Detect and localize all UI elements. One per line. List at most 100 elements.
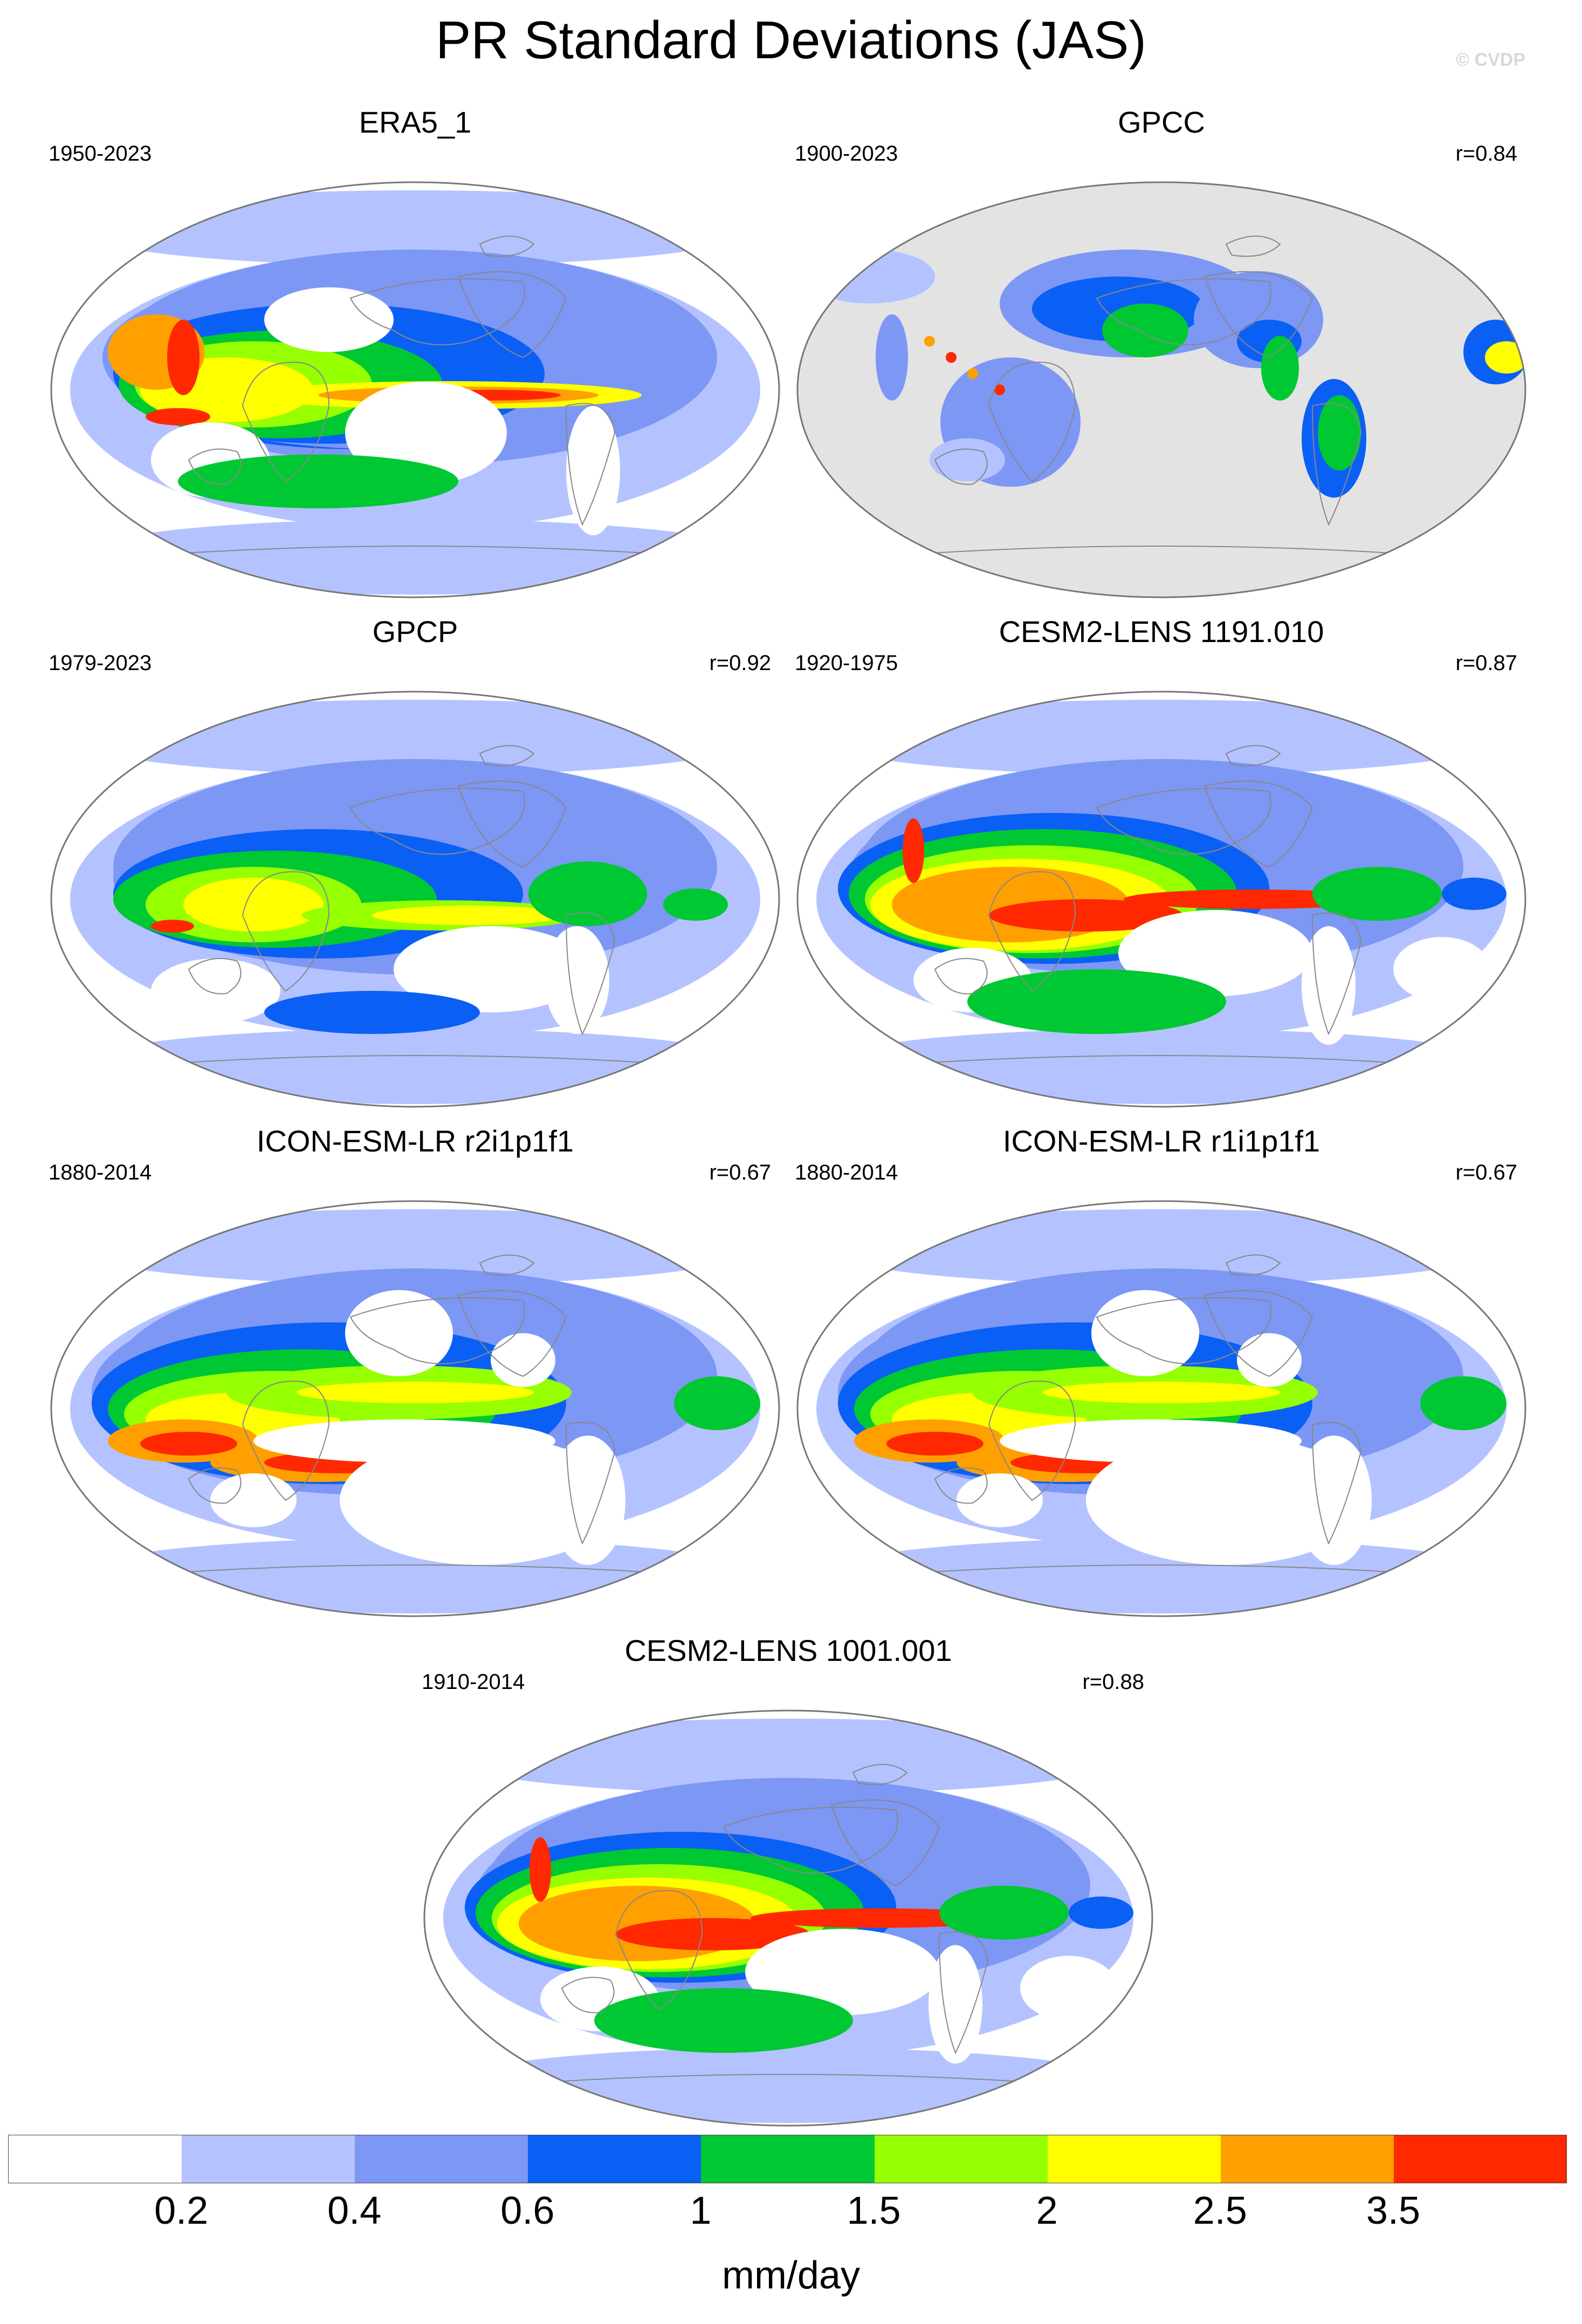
coastline [875,546,1448,557]
panel-title: GPCC [1118,105,1205,139]
precip-region [545,926,609,1034]
coastline [565,1422,616,1545]
precip-region [1086,1436,1366,1565]
precip-region [528,861,647,926]
coastline [1225,1254,1281,1276]
precip-region [1296,1436,1372,1565]
precip-hotspot [924,336,935,347]
precip-region [529,1837,551,1902]
panel-gpcp: GPCP 1979-2023 r=0.92 [49,615,782,1108]
precip-region [297,1382,534,1403]
coastline [875,1564,1448,1576]
world-map [422,1708,1155,2128]
precip-region [70,700,760,775]
coastline [1096,278,1271,346]
map-outline [796,691,1526,1108]
panel-years: 1900-2023 [795,142,898,165]
precip-region [816,1029,1507,1104]
world-map [49,689,782,1109]
panel-years: 1910-2014 [422,1670,525,1694]
coastline [188,1467,242,1504]
map-svg [796,1200,1526,1617]
coastline [1203,781,1313,868]
coastline [988,871,1076,992]
precip-region [1302,926,1356,1045]
coastline [188,958,242,995]
colorbar-swatch [181,2135,355,2183]
precip-region [1020,1956,1117,2020]
panel-era5: ERA5_1 1950-2023 [49,105,782,598]
coastline [1311,912,1362,1036]
panel-correlation: r=0.84 [1455,142,1517,165]
coastline [723,1806,898,1874]
coastline [1311,403,1362,526]
map-svg [50,181,780,598]
precip-region [1442,878,1507,910]
precip-region [1069,1897,1133,1929]
precip-region [183,878,324,932]
panel-title: GPCP [372,615,458,649]
colorbar-swatch [8,2135,182,2183]
coastline [457,781,567,868]
coastline [1203,1290,1313,1377]
precip-region [1420,1376,1507,1430]
coastline [1225,236,1281,257]
precip-region [967,969,1226,1034]
map-outline [50,181,780,598]
precip-region [886,1432,983,1456]
coastline [129,1055,701,1067]
colorbar-tick-label: 0.6 [500,2189,555,2232]
precip-region [1485,341,1525,374]
coastline [1225,745,1281,767]
colorbar-swatch [700,2135,875,2183]
map-outline [796,1200,1526,1617]
coastline [830,1799,940,1887]
precip-region [939,1886,1069,1940]
panel-title: CESM2-LENS 1191.010 [999,615,1324,649]
panel-title: ICON-ESM-LR r1i1p1f1 [1002,1124,1320,1158]
precip-region [1393,937,1490,1002]
map-svg [50,1200,780,1617]
panel-cesm2-1001: CESM2-LENS 1001.001 1910-2014 r=0.88 [422,1633,1155,2127]
precip-region [70,190,760,266]
coastline [479,745,535,767]
coastline [242,1381,330,1501]
colorbar-tick-label: 2 [1036,2189,1058,2232]
precip-region [70,519,760,595]
panel-years: 1920-1975 [795,651,898,675]
precip-region [151,958,280,1023]
precip-region [491,1333,555,1387]
precip-region [1237,1333,1302,1387]
precip-region [1102,304,1188,357]
coastline [1203,271,1313,358]
coastline [457,1290,567,1377]
coastline [129,546,701,557]
world-map [49,1198,782,1619]
precip-region [1261,336,1299,401]
coastline [349,278,525,346]
precip-region [989,899,1183,932]
precip-region [566,406,620,535]
precip-region [957,1473,1043,1527]
panel-years: 1979-2023 [49,651,152,675]
colorbar-tick-label: 2.5 [1193,2189,1247,2232]
map-svg [796,691,1526,1108]
precip-region [816,1209,1507,1285]
colorbar-tick-label: 0.2 [154,2189,209,2232]
precip-region [443,1719,1133,1794]
coastline [479,236,535,257]
cvdp-watermark: © CVDP [1456,50,1525,70]
map-svg [796,181,1526,598]
coastline [565,403,616,526]
colorbar-tick-label: 3.5 [1366,2189,1420,2232]
precip-region [340,1436,620,1565]
colorbar-tick-label: 1 [690,2189,712,2232]
figure-title: PR Standard Deviations (JAS) [435,10,1147,70]
world-map [795,689,1528,1109]
coastline [242,871,330,992]
coastline [349,1297,525,1364]
panel-correlation: r=0.67 [709,1161,771,1184]
coastline [129,1564,701,1576]
colorbar-swatch [1393,2135,1567,2183]
world-map [795,180,1528,600]
